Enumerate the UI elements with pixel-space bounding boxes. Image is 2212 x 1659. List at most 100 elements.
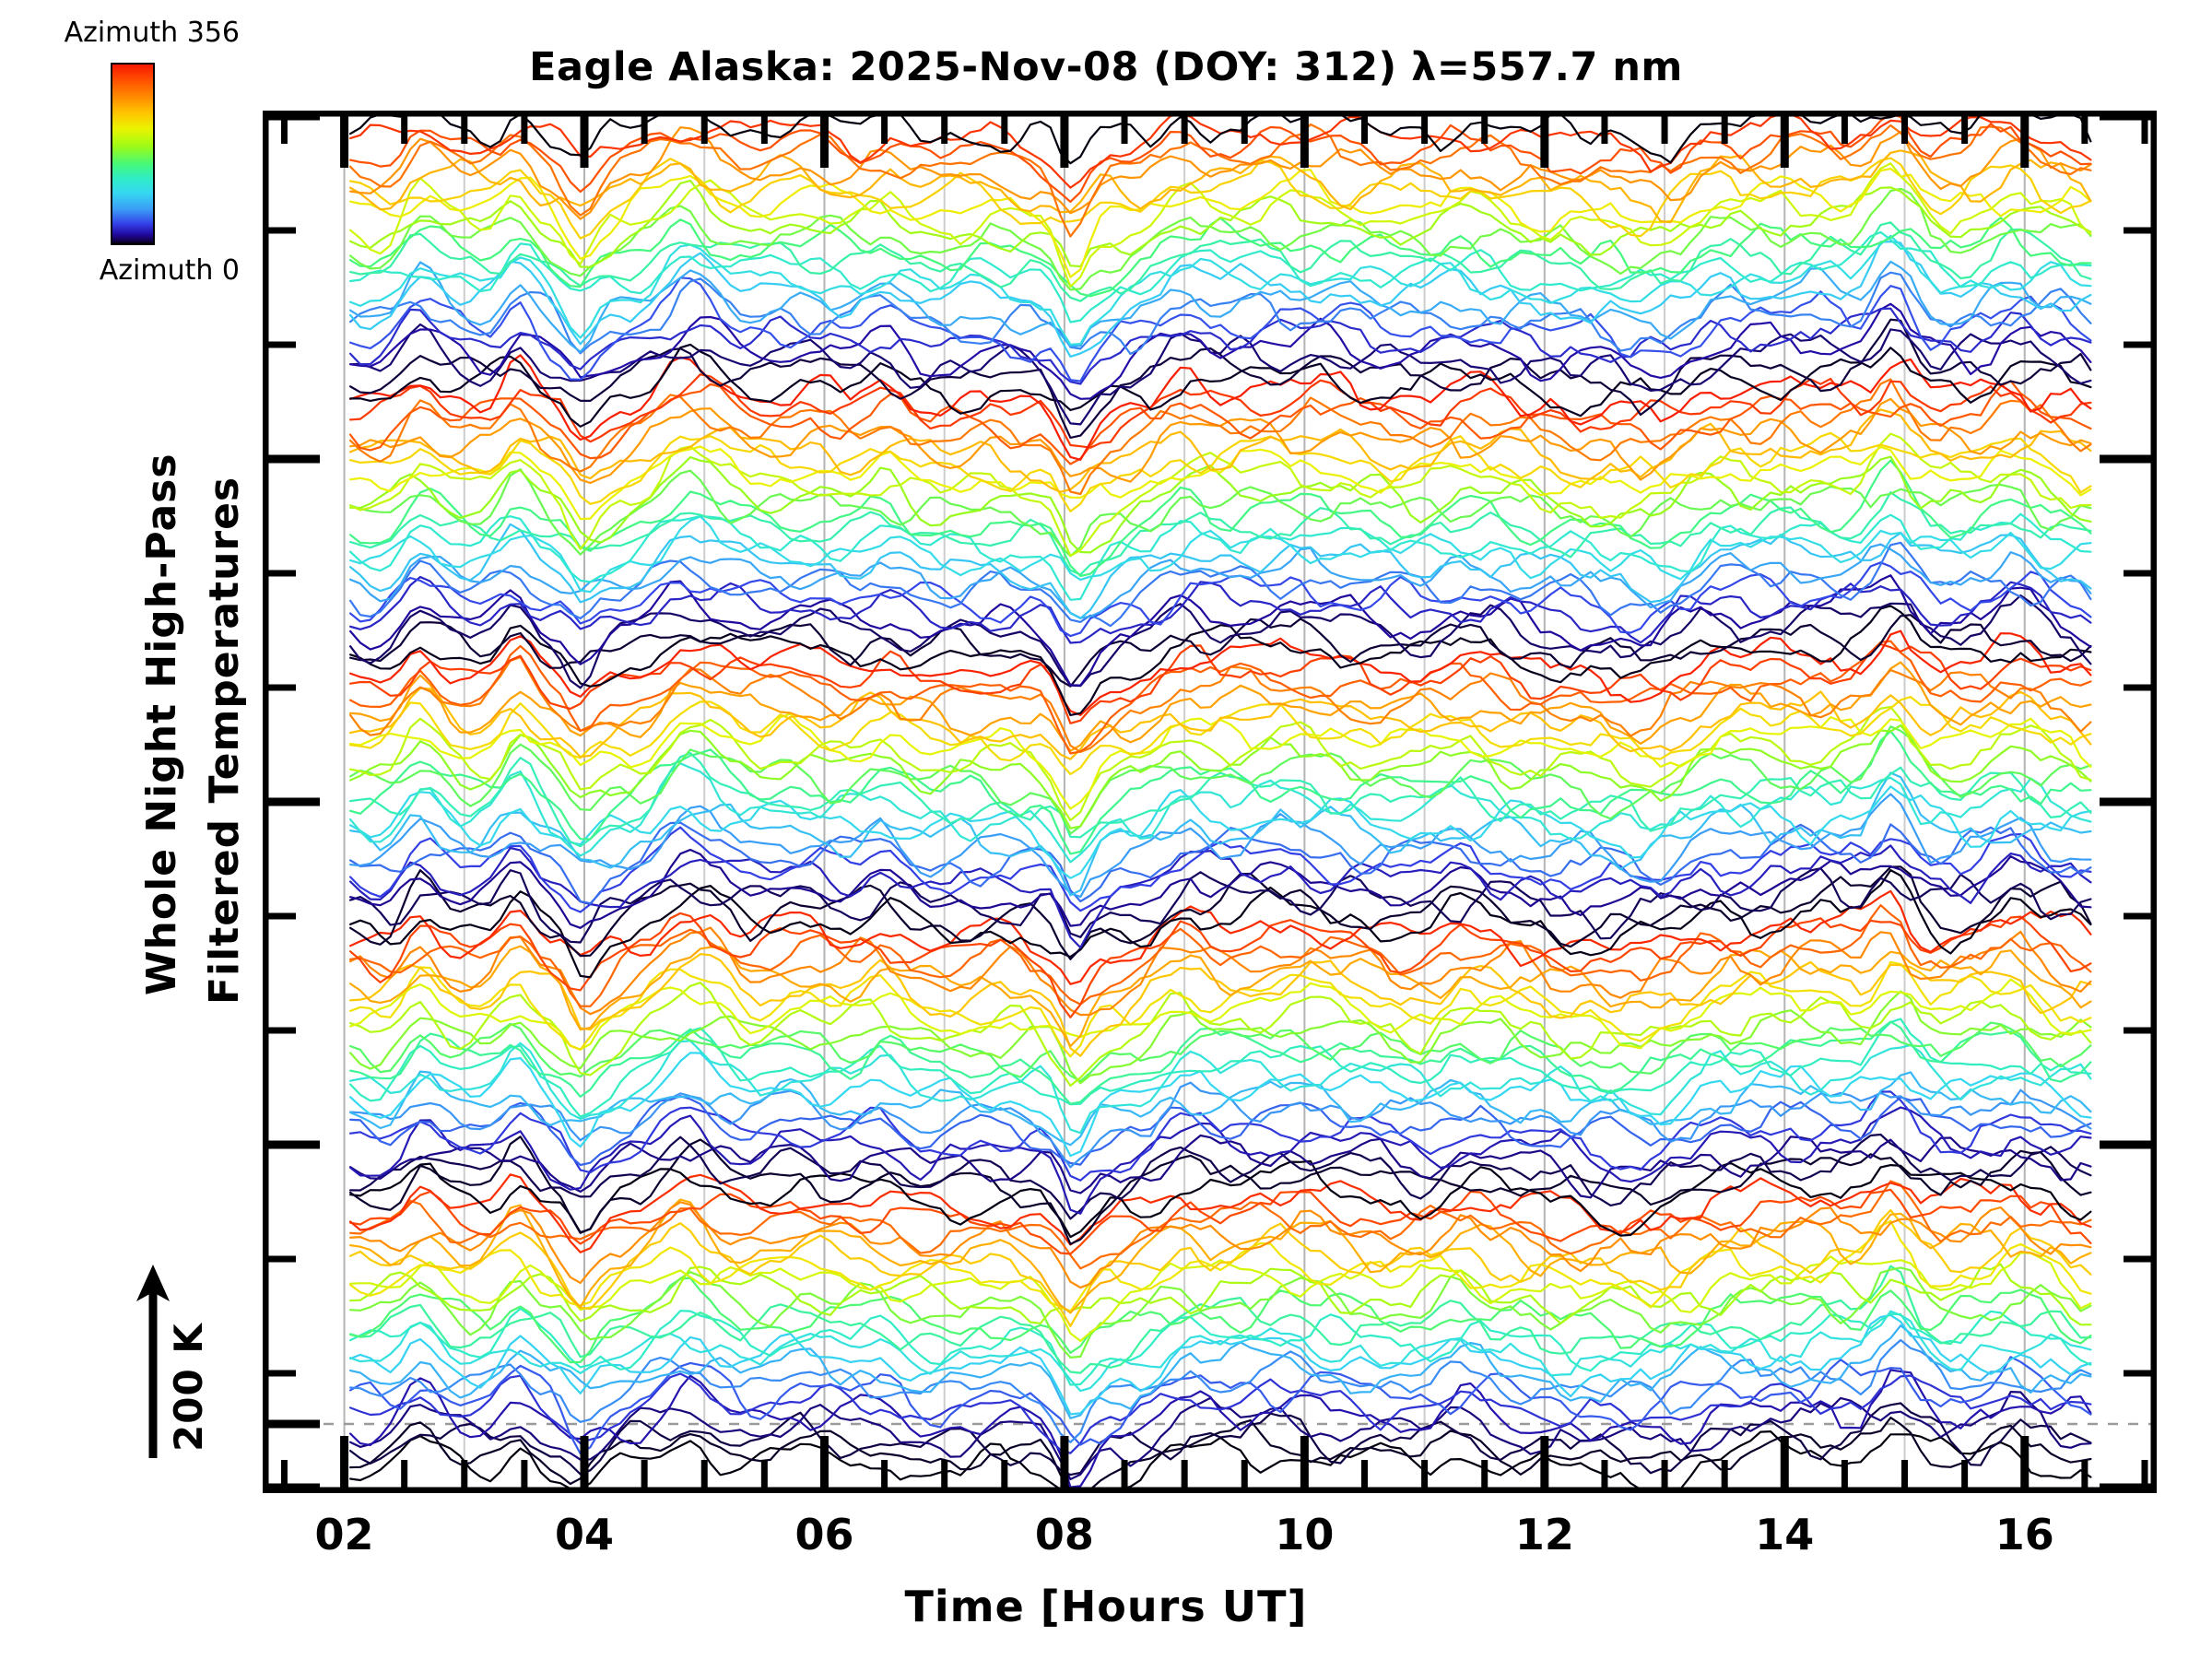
trace-line bbox=[349, 307, 2092, 385]
trace-line bbox=[349, 162, 2092, 288]
trace-line bbox=[349, 945, 2092, 1048]
trace-line bbox=[349, 221, 2092, 302]
trace-line bbox=[349, 629, 2092, 716]
trace-line bbox=[349, 904, 2092, 1007]
trace-line bbox=[349, 661, 2092, 752]
trace-line bbox=[349, 960, 2092, 1058]
trace-line bbox=[349, 605, 2092, 716]
trace-line bbox=[349, 276, 2092, 382]
trace-line bbox=[349, 343, 2092, 428]
x-tick-label: 02 bbox=[314, 1510, 374, 1559]
trace-line bbox=[349, 1324, 2092, 1419]
trace-line bbox=[349, 752, 2092, 848]
trace-line bbox=[349, 1313, 2092, 1416]
trace-line bbox=[349, 271, 2092, 356]
trace-line bbox=[349, 1277, 2092, 1364]
plot-area bbox=[263, 111, 2157, 1493]
trace-line bbox=[349, 889, 2092, 985]
x-tick-label: 10 bbox=[1275, 1510, 1335, 1559]
trace-line bbox=[349, 1040, 2092, 1135]
x-tick-label: 06 bbox=[794, 1510, 854, 1559]
scale-bar-annotation: 200 K bbox=[129, 1263, 276, 1465]
trace-line bbox=[349, 1402, 2092, 1477]
trace-line bbox=[349, 234, 2092, 346]
trace-line bbox=[349, 543, 2092, 619]
trace-line bbox=[349, 953, 2092, 1057]
trace-line bbox=[349, 771, 2092, 897]
waterfall-chart-canvas bbox=[263, 111, 2157, 1493]
page-title: Eagle Alaska: 2025-Nov-08 (DOY: 312) λ=5… bbox=[529, 44, 1683, 90]
trace-line bbox=[349, 373, 2092, 449]
azimuth-colorbar-legend: Azimuth 356 Azimuth 0 bbox=[0, 0, 276, 295]
trace-line bbox=[349, 687, 2092, 760]
trace-line bbox=[349, 468, 2092, 558]
trace-line bbox=[349, 380, 2092, 465]
trace-line bbox=[349, 725, 2092, 835]
plot-border bbox=[263, 111, 2157, 1493]
trace-line bbox=[349, 431, 2092, 512]
trace-line bbox=[349, 123, 2092, 238]
trace-line bbox=[349, 724, 2092, 830]
trace-line bbox=[349, 515, 2092, 594]
trace-line bbox=[349, 848, 2092, 929]
x-tick-label: 14 bbox=[1755, 1510, 1815, 1559]
scale-arrow-icon bbox=[136, 1265, 170, 1458]
trace-line bbox=[349, 821, 2092, 905]
trace-line bbox=[349, 978, 2092, 1051]
trace-line bbox=[349, 1265, 2092, 1374]
trace-line bbox=[349, 1135, 2092, 1245]
axis-ticks bbox=[268, 112, 2151, 1492]
trace-line bbox=[349, 1201, 2092, 1289]
trace-line bbox=[349, 1018, 2092, 1118]
colorbar-max-label: Azimuth 356 bbox=[64, 17, 240, 49]
trace-line bbox=[349, 614, 2092, 688]
trace-line bbox=[349, 1372, 2092, 1454]
trace-line bbox=[349, 656, 2092, 753]
trace-line bbox=[349, 1070, 2092, 1147]
trace-line bbox=[349, 1173, 2092, 1253]
trace-line bbox=[349, 642, 2092, 724]
x-tick-label: 04 bbox=[554, 1510, 614, 1559]
trace-line bbox=[349, 1081, 2092, 1169]
trace-line bbox=[349, 455, 2092, 554]
trace-line bbox=[349, 302, 2092, 400]
trace-line bbox=[349, 1133, 2092, 1220]
trace-line bbox=[349, 408, 2092, 493]
trace-line bbox=[349, 126, 2092, 220]
trace-line bbox=[349, 1134, 2092, 1199]
trace-line bbox=[349, 1356, 2092, 1455]
x-tick-label: 08 bbox=[1034, 1510, 1094, 1559]
trace-line bbox=[349, 793, 2092, 899]
trace-line bbox=[349, 112, 2092, 189]
trace-line bbox=[349, 112, 2092, 203]
trace-line bbox=[349, 705, 2092, 822]
colorbar-min-label: Azimuth 0 bbox=[99, 254, 240, 287]
trace-line bbox=[349, 491, 2092, 576]
x-tick-label: 12 bbox=[1514, 1510, 1574, 1559]
trace-line bbox=[349, 179, 2092, 268]
axis-frame bbox=[263, 111, 2157, 1493]
trace-line bbox=[349, 869, 2092, 979]
trace-line bbox=[349, 640, 2092, 755]
trace-line bbox=[349, 1021, 2092, 1083]
x-axis-title: Time [Hours UT] bbox=[904, 1582, 1308, 1631]
trace-line bbox=[349, 230, 2092, 324]
y-axis-title-line2: Filtered Temperatures bbox=[201, 476, 248, 1005]
trace-line bbox=[349, 378, 2092, 496]
trace-line bbox=[349, 1417, 2092, 1491]
trace-line bbox=[349, 982, 2092, 1088]
trace-line bbox=[349, 1188, 2092, 1255]
trace-line bbox=[349, 912, 2092, 1018]
trace-line bbox=[349, 323, 2092, 426]
trace-line bbox=[349, 1310, 2092, 1393]
trace-line bbox=[349, 1391, 2092, 1481]
trace-line bbox=[349, 1020, 2092, 1105]
trace-line bbox=[349, 865, 2092, 960]
y-axis-title-line1: Whole Night High-Pass bbox=[138, 453, 185, 995]
trace-line bbox=[349, 167, 2092, 278]
trace-line bbox=[349, 445, 2092, 521]
trace-line bbox=[349, 1266, 2092, 1359]
trace-line bbox=[349, 241, 2092, 358]
trace-line bbox=[349, 149, 2092, 224]
